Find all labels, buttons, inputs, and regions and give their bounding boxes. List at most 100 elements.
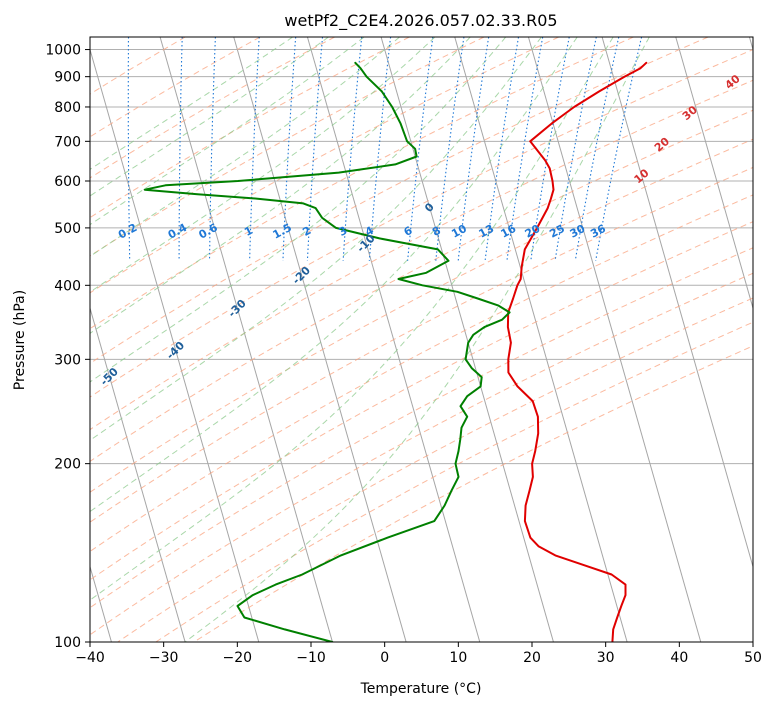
mixing-ratio-line	[530, 37, 570, 261]
moist-adiabat-line	[90, 37, 614, 601]
y-tick-label: 400	[54, 278, 81, 294]
isotherm-line	[90, 47, 260, 642]
isotherm-line	[90, 306, 186, 642]
mixing-ratio-label: 0.1	[69, 221, 92, 242]
mixing-ratio-label: 13	[477, 222, 497, 241]
dry-adiabat-line	[90, 109, 753, 462]
series-layer	[143, 61, 648, 642]
mixing-ratio-label: 1.5	[271, 221, 294, 242]
dewpoint-profile-line	[143, 61, 511, 642]
isotherm-label: -50	[98, 365, 121, 388]
dry-adiabat-line	[90, 221, 753, 581]
isotherm-label: 0	[422, 200, 437, 215]
moist-adiabat-line	[90, 37, 542, 441]
x-tick-label: 30	[597, 650, 615, 666]
x-tick-label: −30	[149, 650, 179, 666]
x-tick-label: 40	[670, 650, 688, 666]
mixing-ratio-label: 0.2	[116, 221, 139, 242]
dry-adiabat-line	[90, 79, 753, 431]
isotherm-label: -70	[0, 465, 2, 488]
y-tick-label: 100	[54, 635, 81, 651]
dry-adiabat-label: 40	[723, 72, 743, 92]
y-tick-label: 200	[54, 457, 81, 473]
isotherm-line	[159, 37, 333, 642]
dry-adiabat-label: 10	[632, 166, 652, 186]
y-tick-label: 800	[54, 100, 81, 116]
temperature-profile-line	[506, 61, 648, 642]
mixing-ratio-line	[554, 37, 597, 261]
y-axis-label: Pressure (hPa)	[12, 290, 28, 390]
mixing-ratio-label: 36	[588, 222, 608, 241]
y-tick-label: 900	[54, 70, 81, 86]
moist-adiabat-line	[184, 37, 650, 642]
dry-adiabat-line	[90, 272, 753, 636]
background-lines	[90, 37, 753, 642]
mixing-ratio-line	[506, 37, 544, 261]
mixing-ratio-label: 10	[449, 222, 469, 241]
mixing-ratio-line	[484, 37, 520, 261]
dry-adiabat-line	[90, 166, 753, 523]
mixing-ratio-line	[457, 37, 490, 261]
x-tick-label: −10	[296, 650, 326, 666]
dry-adiabat-line	[90, 37, 634, 330]
mixing-ratio-line	[282, 37, 297, 261]
moist-adiabat-line	[90, 37, 400, 257]
mixing-ratio-line	[208, 37, 216, 261]
isotherm-label: -30	[226, 297, 249, 320]
isotherm-line	[380, 37, 554, 642]
mixing-ratio-label: 20	[523, 222, 543, 241]
x-tick-label: 0	[380, 650, 389, 666]
mixing-ratio-label: 25	[547, 222, 567, 241]
mixing-ratio-line	[178, 37, 183, 261]
moist-adiabat-line	[90, 37, 471, 334]
mixing-ratio-label: 1	[242, 224, 255, 239]
dry-adiabat-label: 30	[680, 103, 700, 123]
moist-adiabat-line	[90, 37, 436, 293]
x-tick-label: 50	[744, 650, 762, 666]
isotherm-line	[527, 37, 702, 642]
isotherm-label: -40	[164, 339, 187, 362]
dry-adiabat-line	[90, 138, 753, 493]
dry-adiabat-line	[90, 37, 485, 257]
isotherm-line	[675, 37, 753, 310]
dry-adiabat-line	[90, 37, 335, 179]
moist-adiabat-line	[90, 37, 293, 170]
x-tick-label: 10	[449, 650, 467, 666]
isotherm-label: -60	[38, 413, 61, 436]
mixing-ratio-line	[306, 37, 324, 261]
y-tick-label: 300	[54, 352, 81, 368]
x-tick-label: −40	[75, 650, 105, 666]
mixing-ratio-label: 6	[402, 224, 415, 239]
dry-adiabat-line	[90, 49, 753, 398]
y-tick-label: 500	[54, 221, 81, 237]
mixing-ratio-label: 0.4	[166, 221, 190, 242]
moist-adiabat-line	[90, 37, 507, 383]
isotherm-line	[454, 37, 628, 642]
mixing-ratio-line	[368, 37, 392, 261]
dry-adiabat-line	[193, 345, 753, 642]
x-tick-label: 20	[523, 650, 541, 666]
y-tick-label: 600	[54, 174, 81, 190]
axes: −40 −30 −20 −10 0 10 20 30 40 5010020030040050060…	[45, 43, 762, 666]
dry-adiabat-line	[90, 194, 753, 553]
mixing-ratio-line	[249, 37, 260, 261]
isotherm-label: -20	[290, 264, 313, 287]
mixing-ratio-line	[407, 37, 434, 261]
mixing-ratio-label: 8	[430, 224, 443, 239]
dry-adiabat-line	[90, 37, 709, 365]
dry-adiabat-line	[155, 321, 753, 642]
mixing-ratio-label: 16	[499, 222, 519, 241]
y-tick-label: 1000	[45, 43, 81, 59]
mixing-ratio-line	[342, 37, 363, 261]
grid-layer	[90, 37, 753, 642]
dry-adiabat-line	[90, 247, 753, 609]
mixing-ratio-label: 30	[568, 222, 588, 241]
moist-adiabat-line	[90, 37, 365, 226]
dry-adiabat-line	[90, 37, 186, 95]
dry-adiabat-line	[90, 37, 410, 219]
mixing-ratio-label: 2	[300, 224, 313, 239]
x-tick-label: −20	[223, 650, 253, 666]
dry-adiabat-label: 20	[652, 135, 672, 155]
y-tick-label: 700	[54, 134, 81, 150]
